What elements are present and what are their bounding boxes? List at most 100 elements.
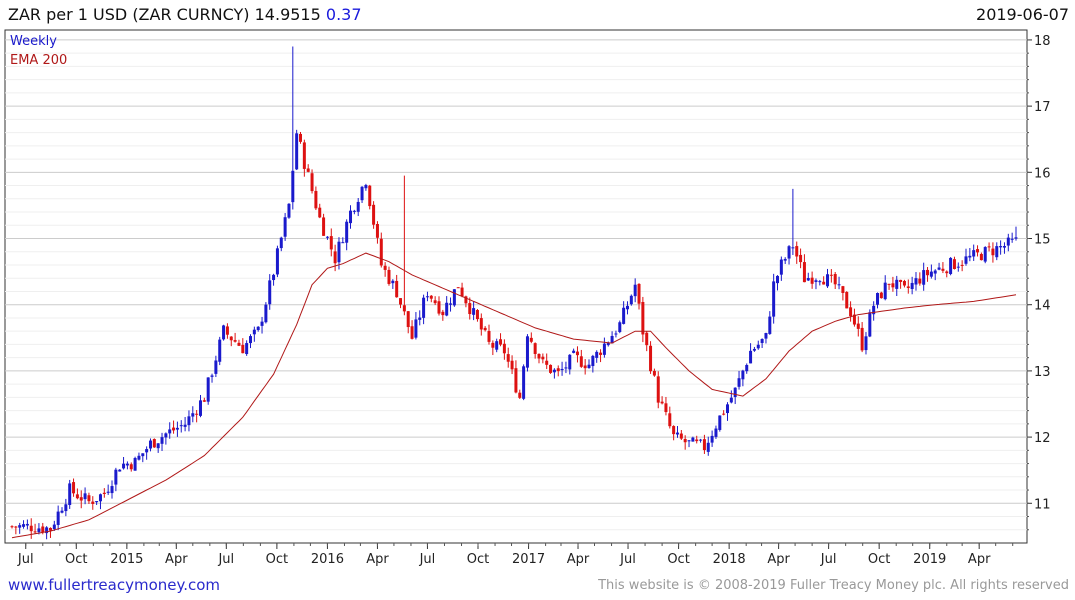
candle-body <box>652 370 656 376</box>
candle-body <box>37 528 41 533</box>
candle-body <box>245 343 249 355</box>
candle-body <box>891 283 895 288</box>
candle-body <box>914 278 918 285</box>
candle-body <box>729 397 733 403</box>
candle-body <box>768 316 772 334</box>
candle-body <box>802 262 806 283</box>
candle-body <box>279 237 283 249</box>
candle-body <box>549 364 553 373</box>
candle-body <box>310 173 314 192</box>
candle-body <box>883 282 887 300</box>
candle-body <box>202 400 206 402</box>
candle-body <box>283 217 287 237</box>
candle-body <box>952 259 956 270</box>
candle-body <box>372 204 376 225</box>
x-tick-label: Jul <box>217 552 234 567</box>
candle-body <box>433 300 437 304</box>
x-tick-label: Oct <box>667 552 689 567</box>
candle-body <box>25 523 29 526</box>
candle-body <box>483 327 487 331</box>
candle-body <box>714 428 718 437</box>
candle-body <box>764 332 768 339</box>
candle-body <box>75 494 79 499</box>
candle-body <box>702 439 706 451</box>
candle-body <box>91 501 95 504</box>
candle-body <box>395 280 399 298</box>
candle-body <box>10 526 14 528</box>
candle-body <box>499 339 503 345</box>
candle-body <box>856 323 860 329</box>
candle-body <box>314 190 318 209</box>
candle-body <box>718 415 722 430</box>
candle-body <box>845 291 849 309</box>
legend-weekly: Weekly <box>10 34 57 49</box>
candle-body <box>183 424 187 427</box>
candle-body <box>325 236 329 238</box>
candle-body <box>295 133 299 170</box>
candle-body <box>156 443 160 449</box>
candle-body <box>233 340 237 342</box>
candle-body <box>810 277 814 284</box>
candle-body <box>148 440 152 449</box>
footer-website-link[interactable]: www.fullertreacymoney.com <box>8 576 221 594</box>
x-tick-label: Apr <box>767 552 790 567</box>
candle-body <box>60 510 64 513</box>
candle-body <box>341 242 345 244</box>
candle-body <box>849 307 853 317</box>
candle-body <box>495 341 499 350</box>
candle-body <box>172 427 176 431</box>
candle-body <box>741 370 745 380</box>
candle-body <box>349 210 353 224</box>
x-tick-label: Apr <box>968 552 991 567</box>
candle-body <box>160 437 164 444</box>
candle-body <box>98 494 102 502</box>
candle-body <box>241 344 245 354</box>
candle-body <box>56 511 60 525</box>
candle-body <box>995 246 999 258</box>
x-tick-label: 2019 <box>913 552 946 567</box>
candle-body <box>1002 246 1006 248</box>
candle-body <box>22 524 26 527</box>
candle-body <box>218 339 222 362</box>
candle-body <box>737 378 741 387</box>
candle-body <box>706 442 710 452</box>
candle-body <box>122 463 126 469</box>
candle-body <box>456 287 460 289</box>
candle-body <box>972 250 976 257</box>
candle-body <box>87 495 91 502</box>
candle-body <box>260 321 264 326</box>
candle-body <box>256 326 260 331</box>
y-tick-label: 18 <box>1034 34 1051 49</box>
candle-body <box>926 269 930 276</box>
candles <box>10 46 1018 540</box>
candle-body <box>937 267 941 270</box>
candle-body <box>560 368 564 371</box>
candle-body <box>822 281 826 285</box>
candle-body <box>752 348 756 351</box>
candle-body <box>787 246 791 259</box>
candle-body <box>383 265 387 270</box>
candle-body <box>864 336 868 351</box>
candle-body <box>229 336 233 341</box>
candle-body <box>360 186 364 201</box>
x-tick-label: Jul <box>820 552 837 567</box>
candle-body <box>879 292 883 299</box>
candle-body <box>322 217 326 236</box>
candle-body <box>152 439 156 448</box>
candle-body <box>29 525 33 532</box>
candle-body <box>695 439 699 442</box>
candle-body <box>356 201 360 212</box>
candle-body <box>379 238 383 266</box>
candle-body <box>572 350 576 353</box>
candle-body <box>637 283 641 304</box>
candle-body <box>633 284 637 297</box>
candle-body <box>649 345 653 372</box>
candle-body <box>464 296 468 304</box>
chart-header: ZAR per 1 USD (ZAR CURNCY) 14.9515 0.37 … <box>0 0 1075 30</box>
candle-body <box>818 281 822 283</box>
candle-body <box>979 253 983 261</box>
candle-body <box>179 425 183 427</box>
candle-body <box>137 455 141 460</box>
candle-body <box>191 413 195 417</box>
